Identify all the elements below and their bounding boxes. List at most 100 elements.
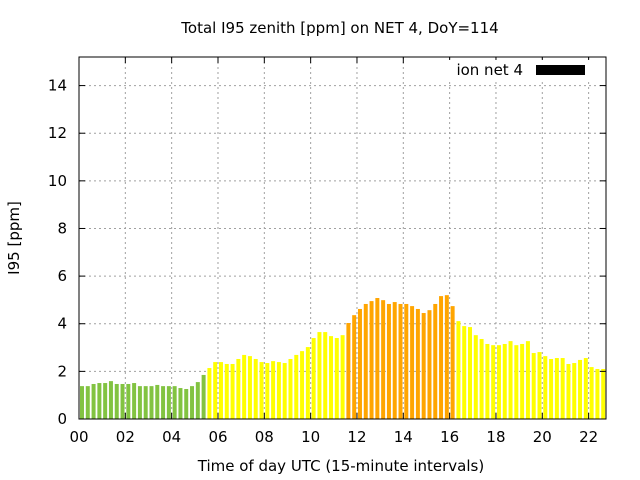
bars (80, 295, 606, 419)
x-tick-label: 00 (69, 428, 88, 446)
bar (323, 332, 328, 419)
bar (566, 363, 571, 419)
x-axis-label: Time of day UTC (15-minute intervals) (197, 457, 484, 475)
bar (531, 353, 536, 419)
y-tick-label: 10 (48, 172, 67, 190)
plot-frame (78, 56, 607, 420)
bar (120, 383, 125, 419)
bar (578, 359, 583, 419)
bar (514, 345, 519, 419)
bar (456, 321, 461, 419)
x-tick-label: 12 (347, 428, 366, 446)
bar (450, 306, 455, 419)
bar (439, 296, 444, 419)
bar (560, 358, 565, 419)
bar (80, 386, 84, 419)
bar (462, 326, 467, 419)
bar (300, 351, 305, 419)
bar (276, 362, 281, 419)
bar (491, 345, 496, 419)
bar (218, 362, 223, 419)
bar (97, 383, 102, 419)
x-tick-label: 14 (394, 428, 413, 446)
bar (549, 358, 554, 419)
bar (496, 345, 501, 419)
bar (381, 300, 386, 419)
bar (271, 361, 276, 419)
bar (392, 302, 397, 419)
legend-swatch (536, 65, 585, 75)
x-tick-label: 04 (162, 428, 181, 446)
x-tick-label: 18 (486, 428, 505, 446)
bar (85, 386, 90, 419)
legend-label: ion net 4 (456, 61, 523, 79)
bar (247, 356, 252, 419)
y-tick-label: 14 (48, 77, 67, 95)
y-tick-label: 4 (57, 315, 67, 333)
grid (79, 57, 606, 419)
bar (508, 341, 513, 419)
bar (468, 327, 473, 419)
bar (166, 386, 171, 419)
bar (190, 386, 195, 419)
bar (288, 358, 293, 419)
bar (230, 363, 235, 419)
bar (525, 341, 530, 419)
bar (502, 343, 507, 419)
bar (520, 343, 525, 419)
y-tick-label: 8 (57, 219, 67, 237)
bar (195, 382, 200, 419)
bar (253, 358, 258, 419)
x-tick-label: 08 (255, 428, 274, 446)
bar (329, 336, 334, 419)
bar (485, 343, 490, 419)
legend: ion net 4 (440, 60, 600, 80)
bar (242, 354, 247, 419)
bar (601, 368, 606, 419)
bar (473, 335, 478, 419)
bar (375, 298, 380, 419)
bar (201, 374, 206, 419)
bar (410, 306, 415, 419)
bar (595, 368, 600, 419)
bar (207, 368, 212, 419)
bar (305, 347, 310, 419)
x-tick-label: 02 (116, 428, 135, 446)
bar (143, 386, 148, 419)
bar (398, 303, 403, 419)
x-tick-label: 10 (301, 428, 320, 446)
x-tick-label: 16 (440, 428, 459, 446)
bar (352, 315, 357, 419)
bar (265, 363, 270, 419)
bar (137, 386, 142, 419)
bar (213, 362, 218, 419)
bar (311, 338, 316, 419)
bar (172, 386, 177, 419)
y-tick-label: 0 (57, 410, 67, 428)
bar (427, 310, 432, 419)
bar (369, 301, 374, 419)
bar (155, 384, 160, 419)
bar (236, 358, 241, 419)
y-tick-label: 12 (48, 124, 67, 142)
bar (132, 383, 137, 419)
y-axis-label: I95 [ppm] (5, 201, 23, 275)
bar (479, 338, 484, 419)
bar (346, 323, 351, 419)
bar (103, 383, 108, 419)
bar (340, 335, 345, 419)
bar (543, 356, 548, 419)
bar (583, 358, 588, 419)
bar (334, 338, 339, 419)
bar (282, 363, 287, 419)
bar (433, 303, 438, 419)
bar (421, 313, 426, 419)
bar (259, 362, 264, 419)
bar (91, 383, 96, 419)
y-tick-label: 2 (57, 362, 67, 380)
bar (114, 383, 119, 419)
x-tick-label: 22 (579, 428, 598, 446)
bar (386, 303, 391, 419)
bar (572, 363, 577, 419)
